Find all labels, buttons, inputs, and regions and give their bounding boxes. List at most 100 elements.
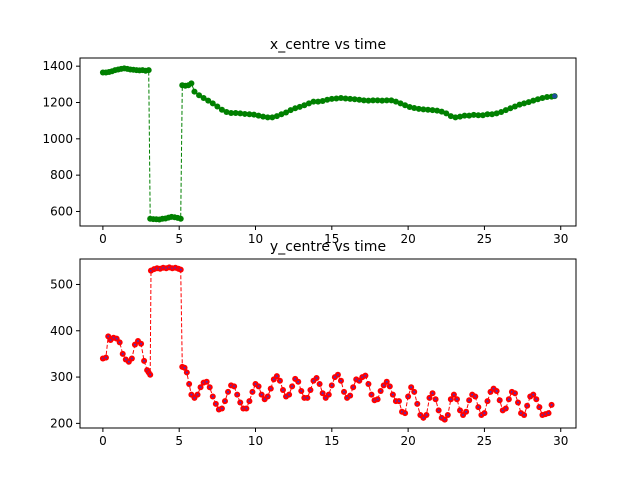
data-point: [145, 67, 152, 74]
end-point: [552, 93, 558, 99]
data-point: [457, 113, 464, 120]
data-point: [360, 97, 367, 104]
data-point-inner: [188, 383, 191, 386]
x-tick-label: 10: [248, 434, 263, 448]
data-point-inner: [468, 399, 471, 402]
chart-title: x_centre vs time: [270, 37, 386, 53]
y-tick-label: 400: [50, 324, 73, 338]
data-point-inner: [223, 400, 226, 403]
y-tick-label: 1400: [42, 59, 73, 73]
data-point-inner: [336, 373, 339, 376]
data-point-inner: [407, 395, 410, 398]
data-point-inner: [434, 398, 437, 401]
data-point-inner: [419, 414, 422, 417]
data-point-inner: [416, 402, 419, 405]
chart-title: y_centre vs time: [270, 239, 386, 255]
axes-frame: [79, 258, 577, 429]
data-point-inner: [312, 379, 315, 382]
data-point-inner: [507, 398, 510, 401]
data-point-inner: [437, 409, 440, 412]
data-point: [443, 110, 450, 117]
data-point: [544, 94, 551, 101]
data-point-inner: [358, 379, 361, 382]
data-point-inner: [190, 393, 193, 396]
data-point-inner: [492, 387, 495, 390]
data-point-inner: [498, 399, 501, 402]
data-point: [493, 110, 500, 117]
data-point: [319, 98, 326, 105]
y-tick-label: 800: [50, 168, 73, 182]
data-point: [214, 103, 221, 110]
data-point: [255, 112, 262, 119]
data-point: [466, 112, 473, 119]
data-point: [287, 107, 294, 114]
data-point-inner: [124, 358, 127, 361]
data-point-inner: [115, 337, 118, 340]
x-tick-label: 15: [324, 434, 339, 448]
data-point: [511, 103, 518, 110]
data-point-inner: [477, 406, 480, 409]
data-point-inner: [513, 392, 516, 395]
data-point: [328, 95, 335, 102]
data-point: [539, 94, 546, 101]
data-point-inner: [404, 412, 407, 415]
data-point-inner: [462, 414, 465, 417]
data-point-inner: [410, 386, 413, 389]
data-point: [232, 110, 239, 117]
data-point: [342, 95, 349, 102]
data-point-inner: [474, 395, 477, 398]
data-point: [406, 104, 413, 111]
data-point: [264, 114, 271, 121]
data-point-inner: [104, 356, 107, 359]
data-point: [479, 112, 486, 119]
data-point-inner: [523, 414, 526, 417]
data-point: [530, 97, 537, 104]
data-point: [420, 106, 427, 113]
data-point: [196, 92, 203, 99]
data-point-inner: [538, 406, 541, 409]
data-point: [415, 105, 422, 112]
data-point-inner: [489, 390, 492, 393]
data-point: [191, 88, 198, 95]
data-point-inner: [455, 398, 458, 401]
data-point-inner: [136, 339, 139, 342]
data-point-inner: [422, 416, 425, 419]
data-point-inner: [211, 395, 214, 398]
x-tick-label: 0: [99, 434, 107, 448]
data-point-inner: [349, 394, 352, 397]
data-point-inner: [143, 359, 146, 362]
data-point: [470, 111, 477, 118]
x-tick-label: 10: [248, 232, 263, 246]
data-point-inner: [343, 390, 346, 393]
x-tick-label: 30: [553, 434, 568, 448]
plot-area: [99, 65, 558, 223]
data-point-inner: [260, 393, 263, 396]
data-point: [516, 101, 523, 108]
data-point-inner: [517, 401, 520, 404]
data-point: [246, 111, 253, 118]
data-point-inner: [330, 384, 333, 387]
data-point: [447, 113, 454, 120]
data-point-inner: [281, 389, 284, 392]
data-point: [498, 108, 505, 115]
axis-ticks: 0 5 10 15 20 25 30 200 300 400 500: [50, 277, 568, 448]
data-point: [301, 102, 308, 109]
data-point: [273, 113, 280, 120]
data-point-inner: [379, 389, 382, 392]
x-tick-label: 0: [99, 232, 107, 246]
data-point-inner: [526, 404, 529, 407]
data-point-inner: [333, 376, 336, 379]
data-point: [379, 97, 386, 104]
data-point: [292, 105, 299, 112]
axes-frame: [79, 57, 577, 227]
x-tick-label: 5: [175, 434, 183, 448]
data-point-inner: [245, 407, 248, 410]
data-point: [177, 215, 184, 222]
data-point: [241, 110, 248, 117]
data-point: [475, 112, 482, 119]
data-point: [351, 96, 358, 103]
plot-area: [99, 264, 555, 423]
data-point-inner: [199, 386, 202, 389]
data-point-inner: [266, 395, 269, 398]
